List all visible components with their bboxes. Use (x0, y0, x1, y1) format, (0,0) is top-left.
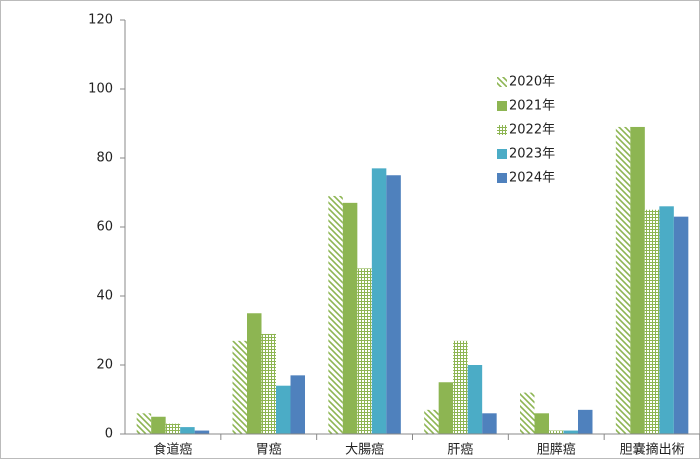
bar (290, 375, 305, 434)
y-tick-label: 120 (88, 13, 113, 28)
bar (328, 195, 343, 434)
x-tick-label: 胃癌 (256, 442, 282, 458)
x-tick-label: 食道癌 (153, 442, 192, 458)
bar (659, 206, 674, 434)
legend-swatch (497, 149, 507, 159)
y-tick-label: 40 (96, 289, 113, 304)
bar (261, 333, 276, 434)
bar (424, 409, 439, 434)
y-tick-label: 0 (105, 427, 113, 442)
legend-swatch (497, 173, 507, 183)
bar (276, 385, 291, 434)
bar (357, 268, 372, 434)
bar (180, 427, 195, 434)
legend-label: 2024年 (509, 171, 555, 186)
legend-label: 2023年 (509, 147, 555, 162)
bar (563, 430, 578, 434)
bar (673, 216, 689, 434)
bar (615, 126, 631, 434)
y-tick-label: 80 (96, 151, 113, 166)
bar (165, 423, 181, 434)
bar (151, 416, 166, 434)
bar (194, 430, 210, 434)
bar (630, 126, 645, 434)
bar (549, 430, 564, 434)
bar (578, 409, 593, 434)
bar (232, 340, 247, 434)
bar (534, 413, 549, 434)
bar (438, 382, 454, 434)
y-tick-label: 100 (88, 82, 113, 97)
bar (386, 175, 401, 434)
bar (467, 365, 483, 434)
bar (453, 340, 468, 434)
bar (247, 313, 262, 434)
x-tick-label: 胆嚢摘出術 (620, 442, 685, 458)
x-tick-label: 胆膵癌 (537, 442, 576, 458)
legend-swatch (497, 125, 507, 135)
legend-swatch (497, 77, 507, 87)
legend-label: 2021年 (509, 99, 555, 114)
bar (342, 202, 358, 434)
legend-label: 2022年 (509, 123, 555, 138)
x-tick-label: 肝癌 (447, 442, 473, 458)
legend-swatch (497, 101, 507, 111)
bar (644, 209, 660, 434)
bar (371, 168, 387, 434)
y-tick-label: 60 (96, 220, 113, 235)
bar (482, 413, 497, 434)
legend-label: 2020年 (509, 75, 555, 90)
y-tick-label: 20 (96, 358, 113, 373)
bar (136, 413, 152, 434)
bar (520, 392, 535, 434)
x-tick-label: 大腸癌 (345, 442, 384, 458)
